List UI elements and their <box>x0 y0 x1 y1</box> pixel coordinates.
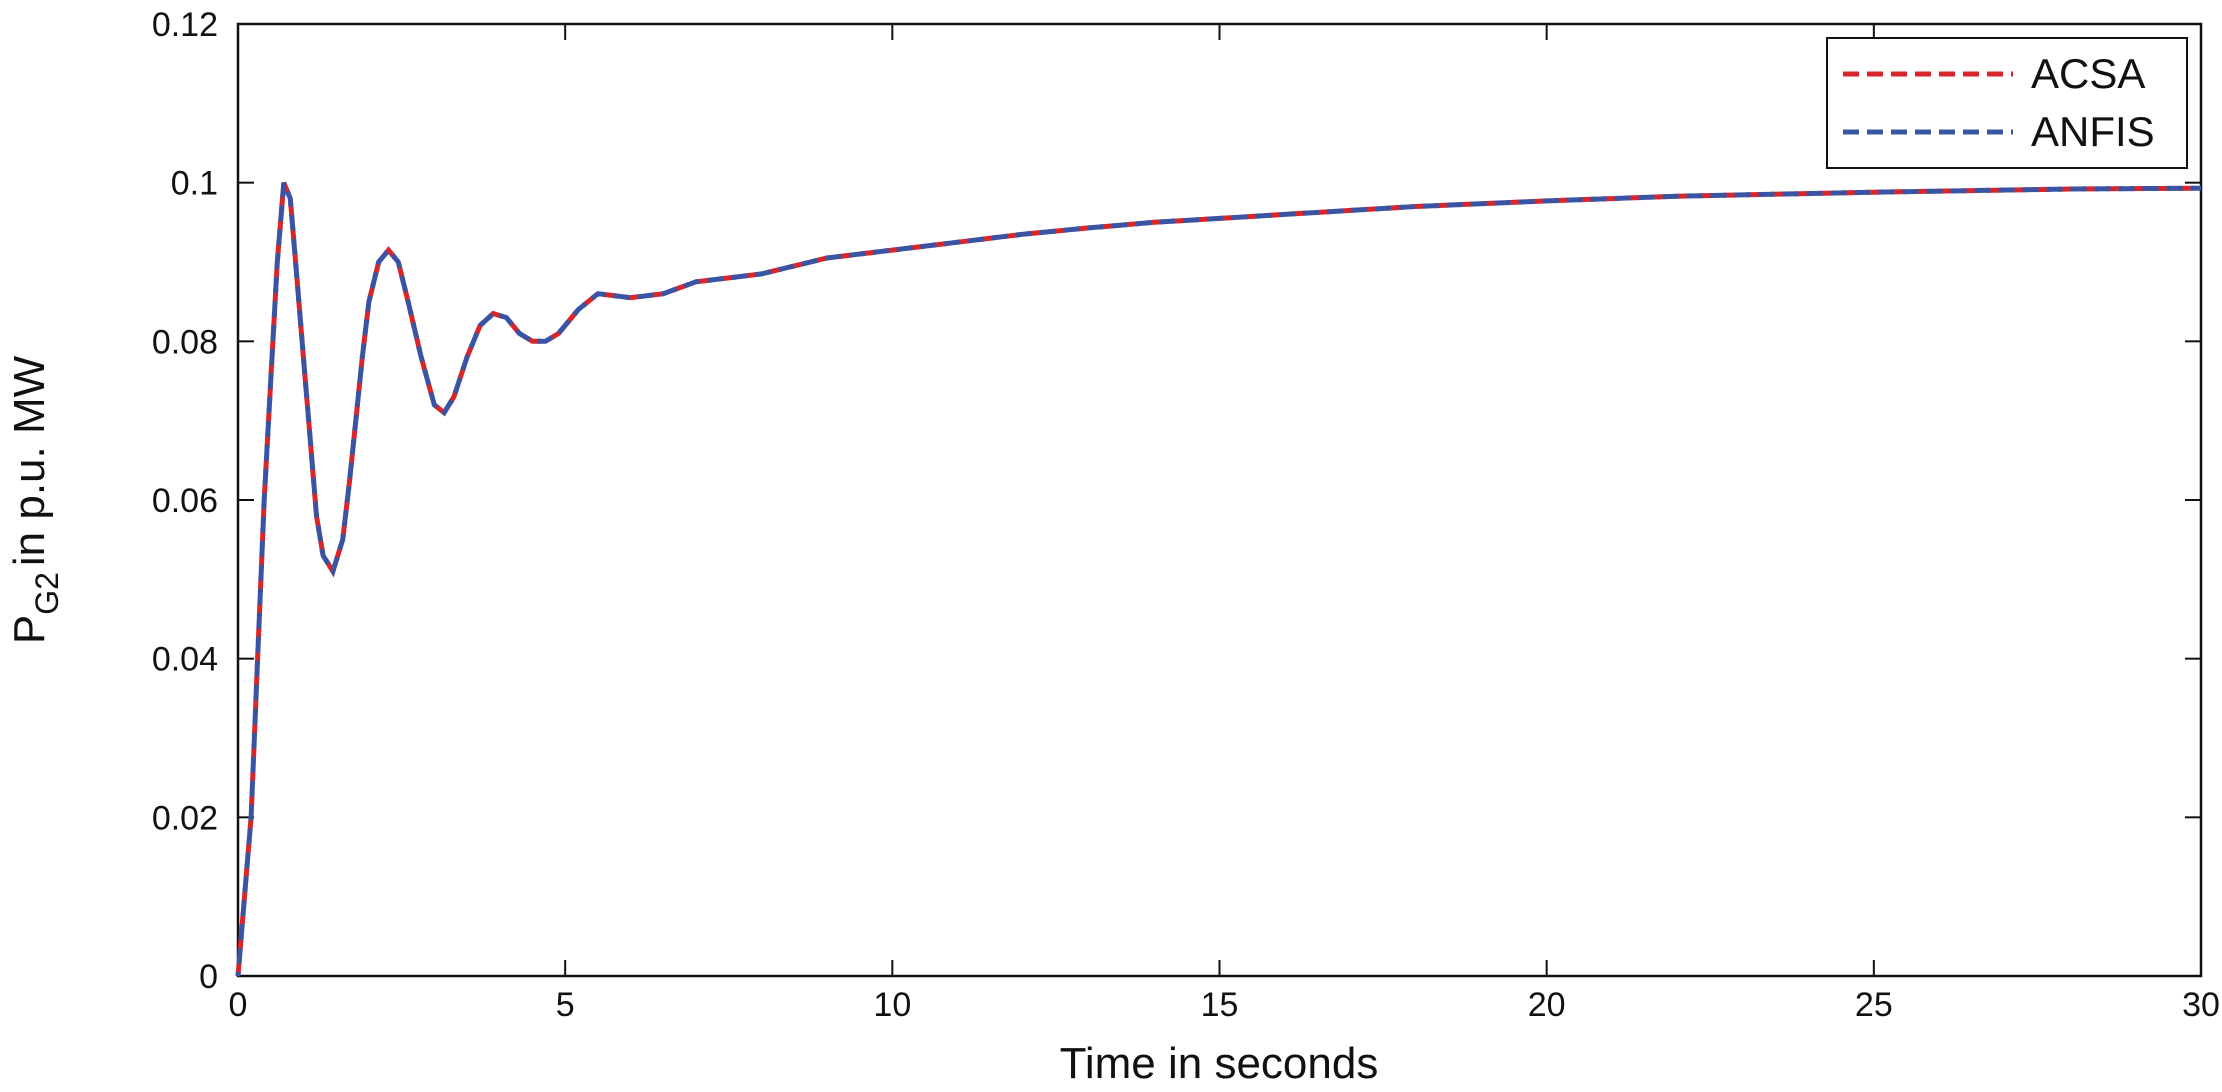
series-line <box>235 181 2202 977</box>
y-tick-label: 0.02 <box>152 799 218 837</box>
y-tick-label: 0.04 <box>152 641 218 679</box>
y-tick-label: 0 <box>199 958 218 996</box>
series-line <box>235 181 2202 977</box>
y-tick-label: 0.06 <box>152 482 218 520</box>
x-tick-label: 15 <box>1201 986 1239 1024</box>
x-tick-label: 10 <box>873 986 911 1024</box>
x-tick-label: 30 <box>2182 986 2220 1024</box>
y-tick-label: 0.08 <box>152 323 218 361</box>
y-axis-label-main: P <box>5 615 54 644</box>
x-tick-label: 25 <box>1855 986 1893 1024</box>
legend-box <box>1826 37 2188 169</box>
y-axis-label-sub: G2 <box>29 572 65 615</box>
y-axis-label-rest: in p.u. MW <box>5 355 54 566</box>
y-tick-label: 0.1 <box>171 165 218 203</box>
x-axis-label: Time in seconds <box>1060 1039 1379 1088</box>
x-tick-label: 20 <box>1528 986 1566 1024</box>
x-tick-label: 0 <box>229 986 248 1024</box>
legend-label: ANFIS <box>2031 108 2155 155</box>
y-tick-label: 0.12 <box>152 6 218 44</box>
y-axis-label: PG2 in p.u. MW <box>5 355 65 644</box>
legend-label: ACSA <box>2031 50 2145 97</box>
x-tick-label: 5 <box>556 986 575 1024</box>
